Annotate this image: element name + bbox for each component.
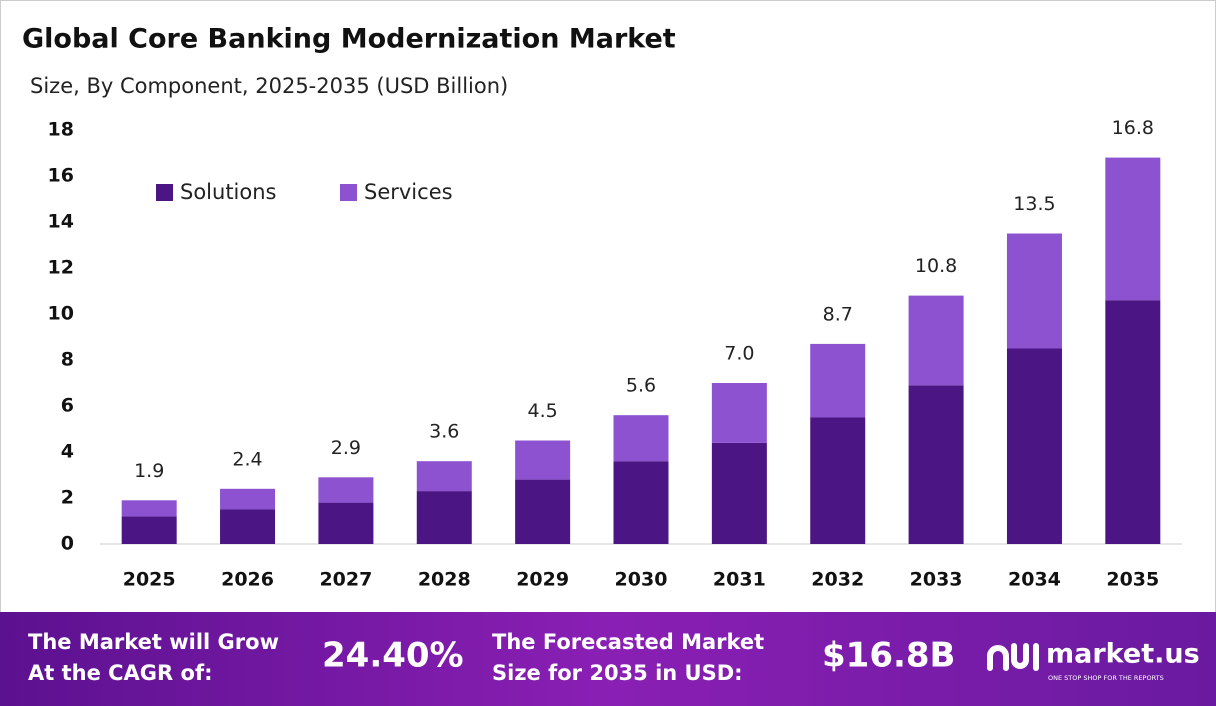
plot: 0 2 4 6 8 10 12 14 16 18 2025 1.9 2026 2.4 2027 2.9 2028…	[48, 117, 1182, 591]
banner-text: At the CAGR of:	[28, 661, 213, 685]
y-tick-label: 14	[48, 211, 74, 233]
x-tick-label: 2026	[221, 569, 274, 591]
banner-value: $16.8B	[822, 636, 955, 676]
bar-segment	[711, 383, 767, 443]
y-tick-label: 0	[61, 533, 74, 555]
total-label: 2.4	[232, 448, 262, 470]
total-label: 7.0	[724, 343, 754, 365]
x-tick-label: 2029	[516, 569, 569, 591]
total-label: 13.5	[1013, 193, 1055, 215]
y-tick-label: 6	[61, 395, 74, 417]
bar-segment	[318, 502, 374, 544]
x-tick-label: 2034	[1008, 569, 1061, 591]
y-tick-label: 18	[48, 119, 74, 141]
total-label: 10.8	[915, 255, 957, 277]
bar-segment	[121, 516, 177, 544]
bar-segment	[318, 477, 374, 503]
chart-title: Global Core Banking Modernization Market	[22, 24, 676, 55]
bar-segment	[1105, 300, 1161, 544]
bar-segment	[121, 500, 177, 517]
bar-segment	[908, 295, 964, 386]
total-label: 8.7	[823, 303, 853, 325]
legend-label: Solutions	[180, 180, 277, 204]
total-label: 16.8	[1112, 117, 1154, 139]
banner-text: Size for 2035 in USD:	[492, 661, 743, 685]
legend-swatch	[156, 184, 173, 201]
y-tick-label: 10	[48, 303, 74, 325]
y-tick-label: 12	[48, 257, 74, 279]
banner-value: 24.40%	[322, 636, 464, 676]
x-tick-label: 2030	[615, 569, 668, 591]
x-tick-label: 2031	[713, 569, 766, 591]
chart-subtitle: Size, By Component, 2025-2035 (USD Billi…	[30, 74, 508, 98]
bar-segment	[908, 385, 964, 544]
tagline: ONE STOP SHOP FOR THE REPORTS	[1048, 674, 1164, 682]
bar-segment	[711, 442, 767, 544]
total-label: 4.5	[528, 400, 558, 422]
brand: market.us	[1046, 639, 1200, 670]
logo-icon	[987, 643, 1039, 671]
legend-swatch	[340, 184, 357, 201]
x-tick-label: 2027	[319, 569, 372, 591]
banner-text: The Market will Grow	[28, 630, 279, 654]
bar-segment	[1105, 157, 1161, 301]
bar-segment	[810, 417, 866, 544]
bar-segment	[416, 461, 472, 492]
banner-text: The Forecasted Market	[492, 630, 764, 654]
total-label: 2.9	[331, 437, 361, 459]
x-tick-label: 2033	[910, 569, 963, 591]
y-tick-label: 8	[61, 349, 74, 371]
bar-segment	[220, 488, 276, 510]
bar-segment	[1006, 348, 1062, 544]
total-label: 3.6	[429, 421, 459, 443]
bar-segment	[416, 491, 472, 544]
x-tick-label: 2035	[1106, 569, 1159, 591]
bar-segment	[515, 479, 571, 544]
x-tick-label: 2025	[123, 569, 176, 591]
bar-segment	[515, 440, 571, 480]
y-tick-label: 16	[48, 165, 74, 187]
x-tick-label: 2028	[418, 569, 471, 591]
bar-segment	[613, 461, 669, 544]
total-label: 1.9	[134, 460, 164, 482]
bar-segment	[220, 509, 276, 544]
x-tick-label: 2032	[811, 569, 864, 591]
bar-segment	[810, 343, 866, 418]
bar-segment	[613, 415, 669, 462]
total-label: 5.6	[626, 375, 656, 397]
y-tick-label: 2	[61, 487, 74, 509]
y-tick-label: 4	[61, 441, 74, 463]
bar-segment	[1006, 233, 1062, 349]
legend-label: Services	[364, 180, 453, 204]
